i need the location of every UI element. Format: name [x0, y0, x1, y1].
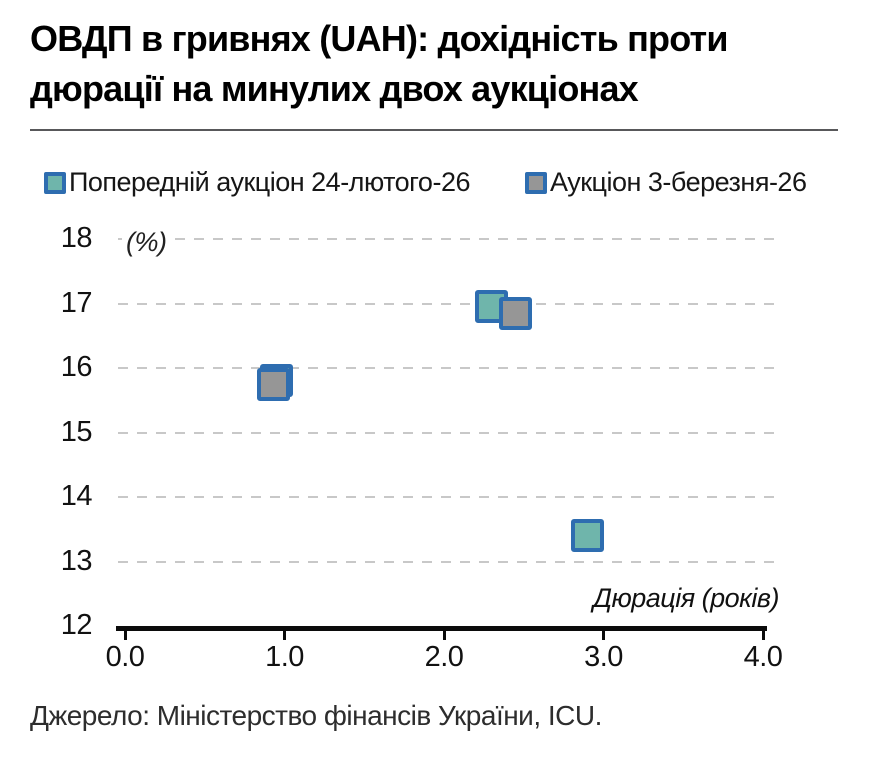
x-tick-label: 0.0	[105, 641, 145, 673]
gridline	[118, 431, 778, 434]
gridline	[118, 560, 778, 563]
x-axis-tick	[761, 626, 765, 640]
chart-title-line2: дюрації на минулих двох аукціонах	[30, 68, 639, 109]
y-tick-label: 12	[60, 609, 93, 641]
y-tick-label: 18	[60, 222, 93, 254]
legend-label-previous-auction: Попередній аукціон 24-лютого-26	[69, 167, 470, 197]
x-tick-label: 4.0	[743, 641, 783, 673]
title-divider	[30, 129, 838, 131]
legend-item-current-auction: Аукціон 3-березня-26	[525, 167, 807, 198]
chart-title-line1: ОВДП в гривнях (UAH): дохідність проти	[30, 18, 729, 59]
gridline	[118, 496, 778, 498]
x-axis-tick	[283, 626, 286, 640]
legend-label-current-auction: Аукціон 3-березня-26	[550, 167, 807, 197]
data-point-marker	[499, 296, 533, 330]
data-point-marker	[571, 519, 605, 553]
y-tick-label: 16	[60, 351, 93, 383]
gridline	[118, 302, 778, 305]
x-tick-label: 3.0	[584, 641, 623, 673]
x-tick-label: 1.0	[265, 641, 304, 673]
x-axis-tick	[123, 626, 127, 640]
y-tick-label: 14	[60, 480, 93, 512]
chart-title: ОВДП в гривнях (UAH): дохідність проти д…	[30, 14, 850, 114]
x-axis-tick	[442, 626, 446, 640]
legend-swatch-gray-icon	[525, 171, 547, 194]
x-axis-line	[116, 626, 767, 631]
gridline	[118, 238, 778, 240]
y-tick-label: 13	[60, 544, 93, 577]
x-axis-tick	[602, 626, 605, 640]
data-point-marker	[256, 367, 290, 401]
x-axis-title: Дюрація (років)	[592, 583, 780, 613]
source-caption: Джерело: Міністерство фінансів України, …	[30, 700, 602, 731]
y-tick-label: 17	[60, 286, 93, 319]
y-tick-label: 15	[60, 415, 93, 448]
x-tick-label: 2.0	[424, 641, 464, 673]
legend-item-previous-auction: Попередній аукціон 24-лютого-26	[44, 167, 470, 198]
gridline	[118, 367, 778, 369]
y-axis-unit-label: (%)	[122, 227, 175, 258]
legend-swatch-teal-icon	[44, 171, 66, 194]
